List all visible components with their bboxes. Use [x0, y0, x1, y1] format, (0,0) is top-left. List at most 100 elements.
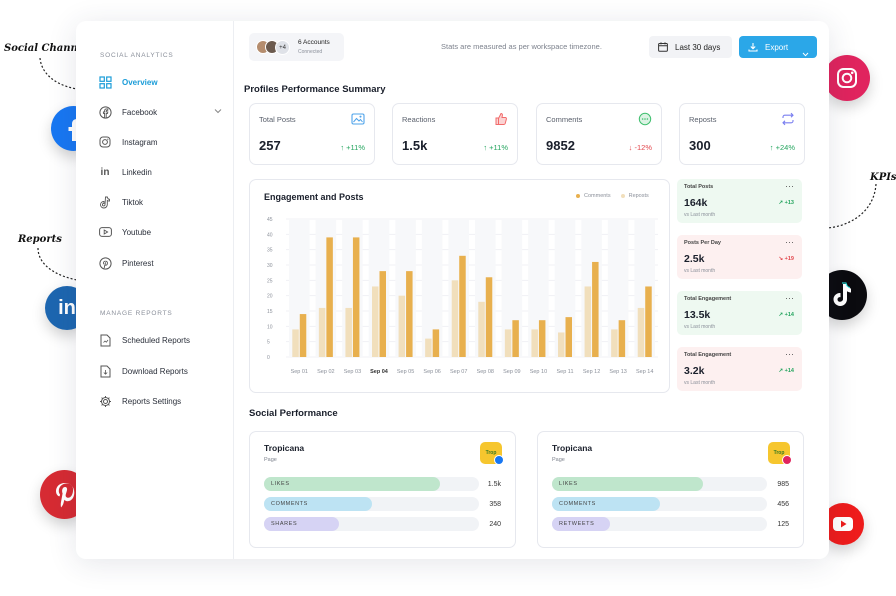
linkedin-icon: in	[100, 166, 110, 178]
bar-comments[interactable]	[432, 329, 440, 357]
bar-reposts[interactable]	[398, 295, 406, 357]
thumbs-up-icon	[493, 111, 509, 127]
sidebar-item-scheduled-reports[interactable]: Scheduled Reports	[98, 333, 226, 347]
tiktok-icon	[98, 195, 112, 209]
category-band	[581, 219, 602, 357]
social-profile-card[interactable]: Tropicana Page Trop LIKES 1.5k COMMENTS 358 SHA…	[249, 431, 516, 548]
bar-reposts[interactable]	[425, 338, 432, 357]
bar-reposts[interactable]	[558, 332, 565, 357]
bar-comments[interactable]	[618, 320, 626, 357]
category-band	[607, 219, 629, 357]
more-icon[interactable]: ···	[785, 293, 794, 303]
bar-comments[interactable]	[299, 314, 307, 357]
sidebar-item-pinterest[interactable]: Pinterest	[98, 256, 226, 270]
chat-icon	[637, 111, 653, 127]
kpi-title: Reactions	[402, 115, 436, 124]
export-label: Export	[765, 42, 789, 52]
bar-comments[interactable]	[485, 277, 493, 357]
download-document-icon	[98, 364, 112, 378]
sidebar-item-overview[interactable]: Overview	[98, 75, 226, 89]
sidebar-item-label: Download Reports	[122, 366, 188, 376]
export-button[interactable]: Export	[739, 36, 817, 58]
y-tick-label: 0	[267, 355, 270, 361]
sidebar-item-linkedin[interactable]: in Linkedin	[98, 165, 226, 179]
more-icon[interactable]: ···	[785, 349, 794, 359]
category-band	[501, 219, 523, 357]
app-window: SOCIAL ANALYTICS Overview Facebook Insta…	[76, 21, 829, 559]
bar-reposts[interactable]	[451, 280, 459, 357]
more-icon[interactable]: ···	[785, 181, 794, 191]
sidebar-item-tiktok[interactable]: Tiktok	[98, 195, 226, 209]
side-kpi-card[interactable]: Total Engagement ··· 3.2k vs Last month ↗ +1…	[677, 347, 802, 391]
x-tick-label: Sep 04	[370, 369, 389, 375]
social-profile-card[interactable]: Tropicana Page Trop LIKES 985 COMMENTS 456 RETW…	[537, 431, 804, 548]
profile-type: Page	[264, 457, 277, 463]
bar-comments[interactable]	[512, 320, 519, 357]
more-icon[interactable]: ···	[785, 237, 794, 247]
section-title: Social Performance	[249, 408, 338, 419]
kpi-change: ↑ +11%	[483, 143, 508, 152]
bar-comments[interactable]	[352, 237, 360, 357]
bar-reposts[interactable]	[318, 307, 326, 357]
kpi-card-reactions[interactable]: Reactions 1.5k ↑ +11%	[392, 103, 518, 165]
connected-accounts[interactable]: +4 6 Accounts Connected	[249, 33, 344, 61]
sidebar-item-youtube[interactable]: Youtube	[98, 225, 226, 239]
side-kpi-value: 13.5k	[684, 309, 711, 321]
metric-bar: SHARES	[264, 517, 479, 531]
bar-reposts[interactable]	[478, 301, 485, 357]
sidebar: SOCIAL ANALYTICS Overview Facebook Insta…	[76, 21, 234, 559]
instagram-icon	[98, 135, 112, 149]
sidebar-item-reports-settings[interactable]: Reports Settings	[98, 394, 226, 408]
metric-label: RETWEETS	[559, 521, 595, 527]
sidebar-item-facebook[interactable]: Facebook	[98, 105, 226, 119]
side-kpi-title: Total Engagement	[684, 352, 732, 358]
bar-reposts[interactable]	[504, 329, 512, 357]
bar-comments[interactable]	[645, 286, 652, 357]
sidebar-item-label: Reports Settings	[122, 396, 182, 406]
sidebar-item-download-reports[interactable]: Download Reports	[98, 364, 226, 378]
category-band	[634, 219, 655, 357]
bar-reposts[interactable]	[611, 329, 618, 357]
bar-comments[interactable]	[459, 255, 466, 357]
kpi-title: Comments	[546, 115, 583, 124]
bar-reposts[interactable]	[292, 329, 299, 357]
trend-icon: ↗	[778, 368, 784, 374]
engagement-chart-card: Engagement and Posts Comments Reposts 0 5…	[249, 179, 670, 393]
kpi-card-comments[interactable]: Comments 9852 ↓ -12%	[536, 103, 662, 165]
metric-bar: RETWEETS	[552, 517, 767, 531]
main-content: +4 6 Accounts Connected Stats are measur…	[235, 21, 829, 559]
kpi-card-total-posts[interactable]: Total Posts 257 ↑ +11%	[249, 103, 375, 165]
side-kpi-card[interactable]: Total Engagement ··· 13.5k vs Last month ↗ +…	[677, 291, 802, 335]
x-tick-label: Sep 14	[636, 369, 653, 375]
side-kpi-card[interactable]: Posts Per Day ··· 2.5k vs Last month ↘ +19	[677, 235, 802, 279]
bar-reposts[interactable]	[584, 286, 592, 357]
kpi-card-reposts[interactable]: Reposts 300 ↑ +24%	[679, 103, 805, 165]
bar-comments[interactable]	[565, 317, 573, 357]
date-range-picker[interactable]: Last 30 days	[649, 36, 732, 58]
chevron-down-icon[interactable]	[214, 107, 222, 116]
bar-reposts[interactable]	[531, 329, 538, 357]
category-band	[315, 219, 337, 357]
y-tick-label: 25	[267, 278, 273, 284]
bar-reposts[interactable]	[637, 307, 645, 357]
profile-name: Tropicana	[264, 443, 305, 453]
accounts-count-badge: +4	[275, 40, 290, 55]
bar-comments[interactable]	[379, 271, 387, 357]
bar-reposts[interactable]	[345, 307, 352, 357]
bar-comments[interactable]	[326, 237, 333, 357]
sidebar-item-instagram[interactable]: Instagram	[98, 135, 226, 149]
x-tick-label: Sep 08	[477, 369, 494, 375]
date-range-label: Last 30 days	[675, 42, 721, 52]
bar-comments[interactable]	[538, 320, 546, 357]
bar-reposts[interactable]	[372, 286, 379, 357]
trend-icon: ↘	[778, 256, 784, 262]
x-tick-label: Sep 05	[397, 369, 414, 375]
side-kpi-card[interactable]: Total Posts ··· 164k vs Last month ↗ +13	[677, 179, 802, 223]
accounts-status: Connected	[298, 49, 323, 55]
chart-legend: Comments Reposts	[576, 193, 649, 199]
instagram-badge-icon	[824, 55, 870, 101]
category-band	[368, 219, 390, 357]
bar-comments[interactable]	[592, 261, 599, 357]
callout-reports: Reports	[18, 234, 62, 245]
bar-comments[interactable]	[406, 271, 413, 357]
